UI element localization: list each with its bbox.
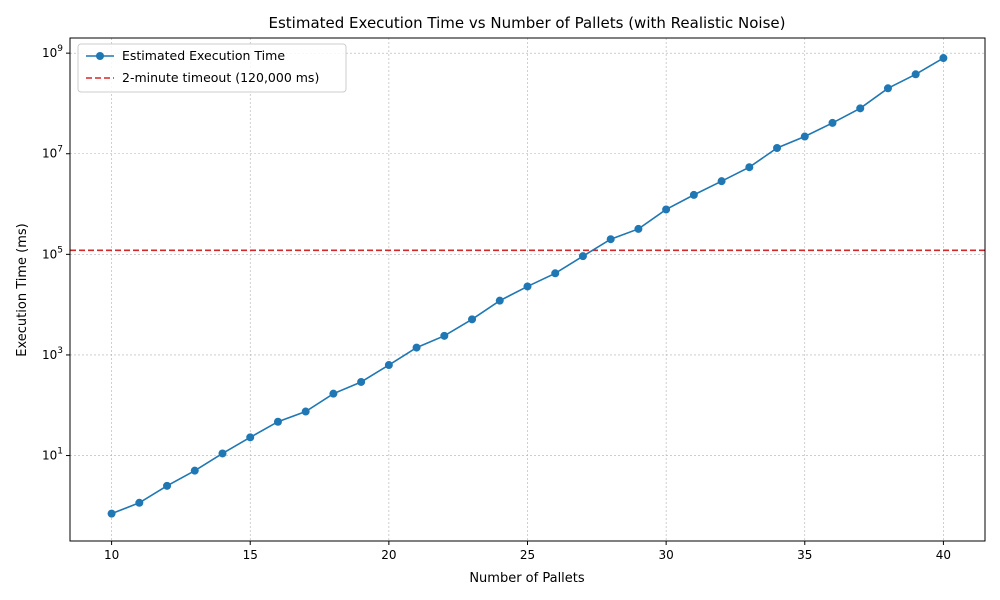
data-point xyxy=(634,224,643,233)
x-tick-label: 25 xyxy=(520,548,535,562)
x-tick-label: 40 xyxy=(936,548,951,562)
data-point xyxy=(606,235,615,244)
legend-timeout-label: 2-minute timeout (120,000 ms) xyxy=(122,70,319,85)
data-point xyxy=(190,466,199,475)
legend-series-label: Estimated Execution Time xyxy=(122,48,285,63)
legend-series-marker xyxy=(96,52,104,60)
chart-title: Estimated Execution Time vs Number of Pa… xyxy=(269,14,786,32)
data-point xyxy=(440,331,449,340)
data-point xyxy=(273,417,282,426)
data-point xyxy=(468,315,477,324)
data-point xyxy=(412,343,421,352)
data-point xyxy=(856,104,865,113)
x-tick-label: 15 xyxy=(243,548,258,562)
data-point xyxy=(246,433,255,442)
y-tick-label: 101 xyxy=(42,447,63,463)
data-point xyxy=(218,449,227,458)
y-tick-label: 107 xyxy=(42,145,63,161)
data-point xyxy=(689,190,698,199)
x-tick-label: 20 xyxy=(381,548,396,562)
y-axis-label: Execution Time (ms) xyxy=(15,223,30,356)
y-tick-label: 103 xyxy=(42,346,63,362)
series-layer xyxy=(107,54,948,518)
data-point xyxy=(883,84,892,93)
data-point xyxy=(523,282,532,291)
data-point xyxy=(773,144,782,153)
y-tick-label: 109 xyxy=(42,44,63,60)
legend: Estimated Execution Time 2-minute timeou… xyxy=(77,43,347,93)
x-axis-ticks: 10 15 20 25 30 35 40 xyxy=(104,541,951,562)
data-point xyxy=(163,481,172,490)
data-point xyxy=(911,70,920,79)
data-point xyxy=(107,509,116,518)
data-point xyxy=(301,407,310,416)
data-point xyxy=(939,54,948,63)
legend-box xyxy=(77,43,347,93)
data-point xyxy=(135,498,144,507)
data-point xyxy=(717,177,726,186)
data-point xyxy=(551,269,560,278)
y-axis-ticks: 101 103 105 107 109 xyxy=(42,44,70,463)
data-point xyxy=(745,163,754,172)
x-tick-label: 35 xyxy=(797,548,812,562)
data-point xyxy=(800,132,809,141)
x-axis-label: Number of Pallets xyxy=(469,571,585,586)
data-point xyxy=(828,118,837,127)
data-point xyxy=(329,389,338,398)
data-point xyxy=(578,252,587,261)
x-tick-label: 10 xyxy=(104,548,119,562)
data-point xyxy=(662,205,671,214)
data-point xyxy=(357,377,366,386)
x-tick-label: 30 xyxy=(658,548,673,562)
data-point xyxy=(384,361,393,370)
y-tick-label: 105 xyxy=(42,245,63,261)
data-point xyxy=(495,296,504,305)
